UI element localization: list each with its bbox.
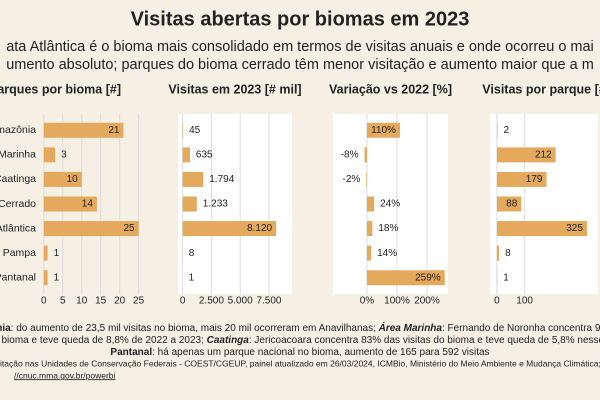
value-label: 179	[526, 174, 543, 185]
note-segment: zônia	[0, 323, 11, 334]
value-label: 1	[54, 272, 60, 283]
x-tick-label: 2.500	[199, 296, 224, 307]
value-label: 8.120	[247, 223, 272, 234]
bar	[182, 196, 197, 212]
bar	[366, 122, 400, 138]
note-segment: Caatinga	[207, 335, 250, 346]
x-tick-label: 15	[95, 296, 107, 307]
value-label: 21	[108, 125, 120, 136]
subtitle: ata Atlântica é o bioma mais consolidado…	[6, 39, 594, 55]
bar	[366, 196, 375, 212]
bar	[496, 245, 500, 261]
value-label: 1	[189, 272, 195, 283]
x-tick-label: 20	[114, 296, 126, 307]
category-label: Pantanal	[0, 271, 36, 283]
note-segment: : do aumento de 23,5 mil visitas no biom…	[11, 323, 379, 334]
bar	[43, 171, 82, 187]
bar	[43, 147, 56, 163]
value-label: -8%	[341, 149, 359, 160]
bar	[182, 147, 190, 163]
subtitle: umento absoluto; parques do bioma cerrad…	[6, 57, 594, 73]
value-label: 45	[189, 125, 201, 136]
x-tick-label: 0	[180, 296, 186, 307]
category-label: Caatinga	[0, 173, 36, 185]
category-label: Amazônia	[0, 124, 36, 136]
value-label: 8	[505, 248, 511, 259]
bar	[496, 171, 547, 187]
note-segment: do bioma e teve queda de 8,8% de 2022 a …	[0, 335, 207, 346]
bar	[43, 221, 139, 237]
bar	[496, 196, 522, 212]
bar	[43, 245, 48, 261]
value-label: 3	[61, 149, 67, 160]
panel-title: Visitas por parque [#	[482, 82, 600, 96]
bar	[366, 245, 372, 261]
bar	[364, 147, 367, 163]
x-tick-label: 7.500	[256, 296, 281, 307]
plot-background	[333, 114, 448, 294]
source-link[interactable]: //cnuc.mma.gov.br/powerbi	[14, 370, 116, 380]
plot-background	[178, 114, 292, 294]
value-label: 635	[196, 149, 213, 160]
x-tick-label: 0	[41, 296, 47, 307]
value-label: 8	[189, 248, 195, 259]
x-tick-label: 100	[516, 296, 533, 307]
bar	[43, 196, 97, 212]
x-tick-label: 0	[494, 296, 500, 307]
value-label: 24%	[380, 199, 400, 210]
x-tick-label: 25	[133, 296, 145, 307]
note-segment: : Jericoacoara concentra 83% das visitas…	[249, 335, 600, 346]
panel-title: Visitas em 2023 [# mil]	[168, 82, 301, 96]
bar	[182, 122, 184, 138]
bar	[182, 221, 277, 237]
note-segment: : Fernando de Noronha concentra 97%	[442, 323, 600, 334]
value-label: 110%	[371, 125, 396, 136]
value-label: 25	[123, 223, 135, 234]
note: zônia: do aumento de 23,5 mil visitas no…	[0, 321, 600, 334]
value-label: 10	[67, 174, 79, 185]
note-segment: Área Marinha	[378, 321, 443, 334]
x-tick-label: 100%	[384, 296, 410, 307]
bar	[43, 122, 124, 138]
bar	[366, 270, 445, 286]
category-label: a Atlântica	[0, 222, 36, 234]
value-label: 88	[506, 199, 518, 210]
value-label: 212	[535, 149, 552, 160]
value-label: 18%	[378, 223, 398, 234]
bar	[496, 122, 498, 138]
note-segment: Pantanal	[110, 347, 152, 358]
bar	[496, 221, 587, 237]
x-tick-label: 0%	[360, 296, 375, 307]
value-label: 14%	[377, 248, 397, 259]
category-label: a Marinha	[0, 149, 36, 161]
value-label: 2	[503, 125, 509, 136]
category-label: Cerrado	[0, 198, 36, 210]
value-label: 1.233	[203, 199, 228, 210]
bar	[366, 221, 373, 237]
panel-title: Parques por bioma [#]	[0, 82, 121, 96]
value-label: -2%	[343, 174, 361, 185]
x-tick-label: 5.000	[228, 296, 253, 307]
panel-title: Variação vs 2022 [%]	[329, 82, 452, 96]
value-label: 259%	[415, 272, 441, 283]
bar	[366, 171, 367, 187]
x-tick-label: 5	[60, 296, 66, 307]
chart-title: Visitas abertas por biomas em 2023	[131, 8, 470, 30]
bar	[496, 147, 556, 163]
source: itação nas Unidades de Conservação Feder…	[0, 358, 600, 368]
category-label: Pampa	[3, 247, 36, 259]
note-segment: : há apenas um parque nacional no bioma,…	[152, 347, 489, 358]
value-label: 1.794	[209, 174, 234, 185]
bar	[43, 270, 48, 286]
x-tick-label: 200%	[414, 296, 440, 307]
value-label: 1	[503, 272, 509, 283]
bar	[182, 171, 204, 187]
value-label: 14	[82, 199, 94, 210]
x-tick-label: 10	[76, 296, 88, 307]
note: Pantanal: há apenas um parque nacional n…	[110, 347, 489, 358]
note: do bioma e teve queda de 8,8% de 2022 a …	[0, 335, 600, 346]
value-label: 1	[54, 248, 60, 259]
value-label: 325	[566, 223, 583, 234]
